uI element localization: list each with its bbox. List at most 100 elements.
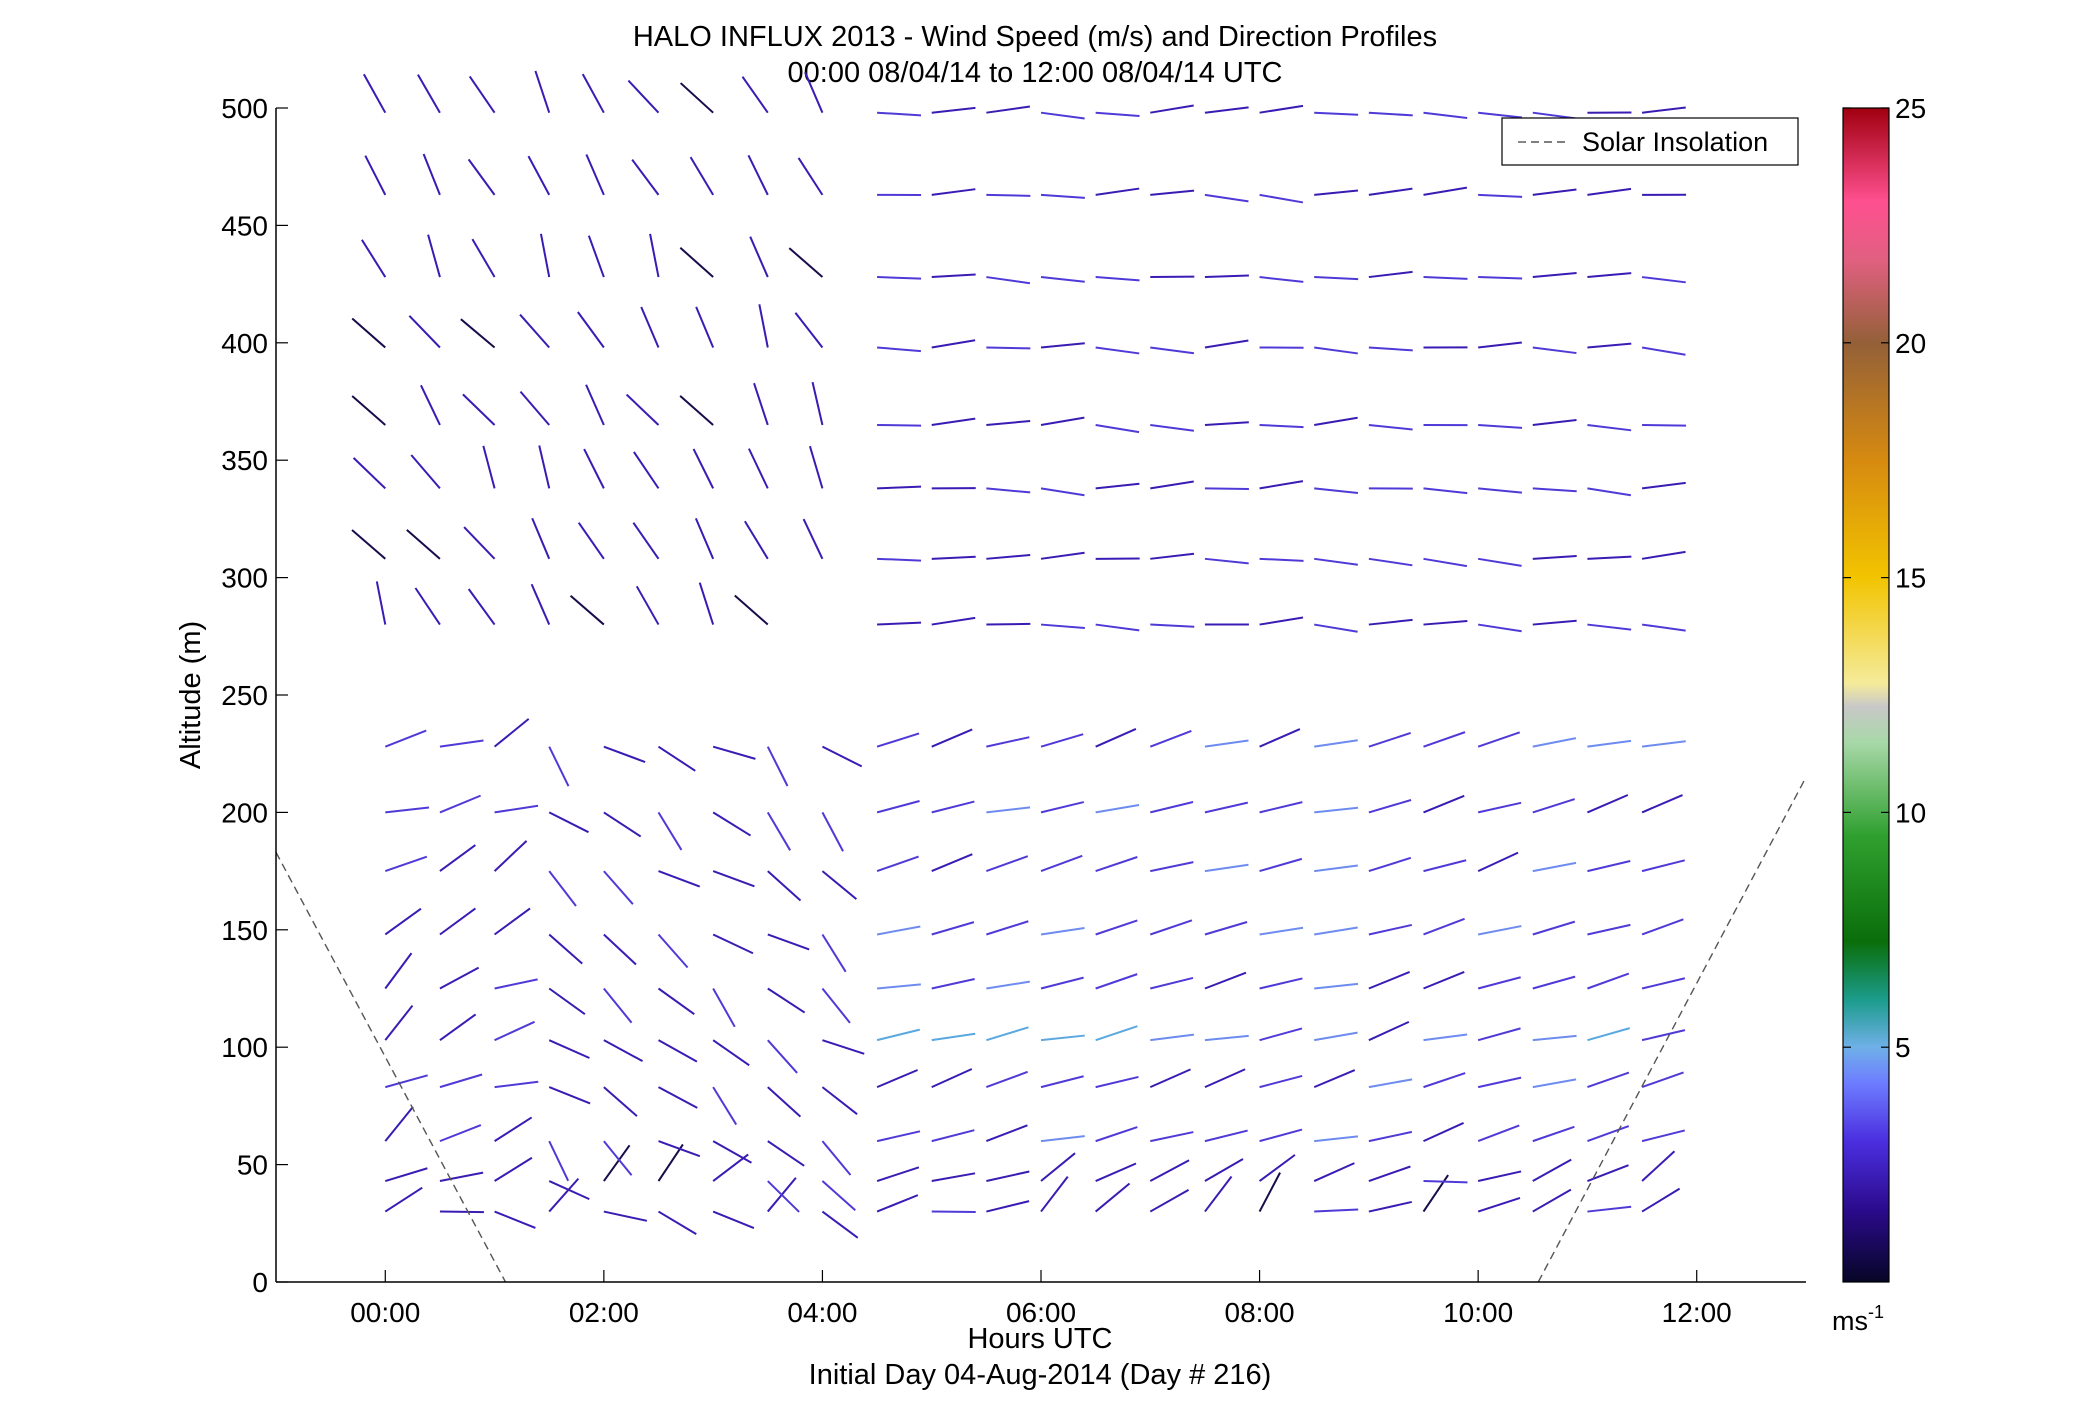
wind-vector (1641, 1029, 1686, 1042)
wind-vector (1095, 919, 1138, 936)
solar-insolation-right (1537, 776, 1807, 1283)
wind-vector (1423, 1122, 1464, 1143)
x-tick-label: 02:00 (569, 1297, 639, 1328)
wind-vector (1095, 623, 1140, 632)
wind-vector (583, 448, 605, 489)
wind-vector (1204, 1034, 1249, 1042)
wind-vector (384, 855, 428, 873)
wind-vector (603, 1039, 644, 1063)
wind-vector (1259, 276, 1304, 283)
wind-vector (876, 1069, 918, 1089)
wind-vector (1477, 1197, 1521, 1213)
wind-vector (876, 1194, 919, 1213)
wind-vector (1478, 487, 1523, 494)
wind-vector (1314, 189, 1359, 196)
wind-vector (493, 907, 531, 936)
wind-vector (1149, 1188, 1190, 1213)
wind-vector (931, 339, 976, 349)
wind-vector (712, 988, 736, 1028)
wind-vector (1259, 480, 1304, 490)
wind-vector (1040, 342, 1085, 349)
wind-vector (1040, 1135, 1085, 1143)
wind-vector (931, 106, 976, 114)
wind-vector (1040, 416, 1085, 426)
wind-vector (482, 445, 496, 489)
wind-vector (712, 1039, 750, 1067)
wind-vector (531, 517, 551, 560)
wind-vector (1423, 1180, 1468, 1184)
wind-vector (1314, 416, 1358, 426)
wind-vector (1368, 111, 1413, 117)
wind-vector (1259, 977, 1303, 990)
wind-vector (384, 907, 422, 936)
wind-vector (1477, 557, 1522, 567)
wind-vector (439, 1073, 483, 1089)
wind-vector (1587, 1205, 1632, 1213)
wind-vector (877, 423, 922, 427)
wind-vector (1532, 1158, 1572, 1182)
wind-vector (1095, 482, 1140, 490)
wind-vector (876, 925, 921, 936)
wind-vector (548, 933, 583, 965)
wind-vector (548, 811, 589, 834)
wind-vector (1259, 1074, 1303, 1089)
wind-vector (1040, 111, 1085, 120)
wind-vector (1532, 419, 1577, 426)
wind-vector (1368, 557, 1413, 567)
wind-vector (741, 76, 769, 114)
wind-vector (603, 987, 633, 1024)
wind-vector (877, 276, 922, 280)
wind-vector (1204, 421, 1249, 426)
wind-vector (1641, 859, 1685, 873)
wind-vector (1095, 423, 1140, 434)
wind-vector (1477, 1170, 1522, 1183)
wind-vector (1423, 731, 1466, 748)
wind-vector (361, 239, 387, 278)
wind-vector (548, 987, 586, 1016)
wind-vector (1368, 270, 1413, 279)
wind-vector (679, 247, 714, 278)
wind-vector (631, 159, 660, 196)
wind-vector (494, 978, 538, 990)
y-tick-label: 350 (221, 445, 268, 476)
wind-vector (603, 870, 634, 905)
wind-vector (439, 794, 481, 814)
colorbar-ticks: 5 10 15 20 25 (1843, 93, 1926, 1063)
y-tick-label: 400 (221, 328, 268, 359)
wind-vector (877, 111, 922, 117)
wind-vector (362, 73, 387, 114)
wind-vector (1314, 623, 1358, 633)
wind-vector (1150, 801, 1194, 814)
wind-vector (1149, 919, 1193, 936)
wind-vector (876, 1028, 921, 1042)
wind-vector (1095, 187, 1140, 196)
wind-vector (1587, 1027, 1631, 1042)
wind-vector (1477, 731, 1521, 748)
chart-subtitle: 00:00 08/04/14 to 12:00 08/04/14 UTC (788, 57, 1283, 89)
wind-vector (1477, 976, 1521, 990)
wind-vector (767, 987, 806, 1014)
wind-vector (734, 594, 769, 626)
wind-vector (1423, 487, 1468, 495)
wind-vector (1587, 487, 1632, 497)
wind-vector (406, 529, 441, 560)
wind-vector (767, 1086, 802, 1118)
wind-vector (821, 745, 863, 768)
wind-vector (577, 522, 605, 560)
wind-vector (1587, 972, 1630, 990)
wind-vector (1368, 1078, 1413, 1089)
y-tick-label: 200 (221, 797, 268, 828)
wind-vector (625, 393, 660, 426)
wind-vector (1095, 1025, 1138, 1042)
wind-vector (1095, 973, 1138, 990)
wind-vector (986, 1170, 1030, 1183)
wind-vector (1532, 346, 1577, 355)
wind-vector (877, 621, 922, 626)
wind-vector (931, 273, 976, 279)
wind-vector (439, 966, 480, 990)
wind-vector (1423, 186, 1468, 196)
wind-vector (384, 952, 413, 990)
wind-vector (1532, 271, 1577, 279)
y-tick-label: 450 (221, 210, 268, 241)
x-axis-label: Hours UTC (967, 1323, 1112, 1355)
